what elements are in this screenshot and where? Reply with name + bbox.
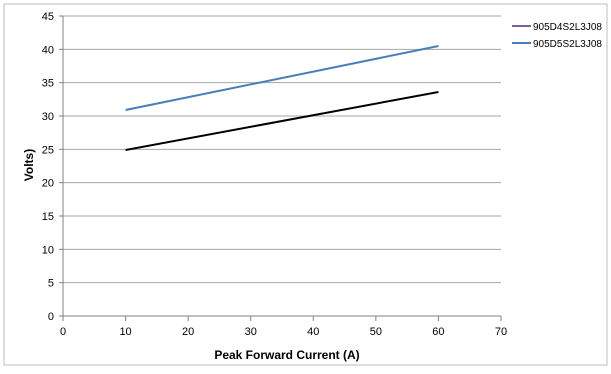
legend: 905D4S2L3J08 905D5S2L3J08 <box>512 22 602 50</box>
y-tick-label: 35 <box>42 78 54 90</box>
y-tick-label: 5 <box>48 278 54 290</box>
chart-border <box>3 3 608 366</box>
series-line-1 <box>125 91 439 151</box>
y-tick-label: 20 <box>42 178 54 190</box>
x-tick-label: 30 <box>245 326 257 338</box>
y-tick-label: 0 <box>48 311 54 323</box>
legend-label-1: 905D4S2L3J08 <box>533 22 602 33</box>
y-tick-label: 10 <box>42 244 54 256</box>
x-tick-label: 50 <box>370 326 382 338</box>
x-tick-label: 70 <box>495 326 507 338</box>
x-tick-label: 10 <box>119 326 131 338</box>
y-tick-label: 25 <box>42 144 54 156</box>
y-tick-label: 40 <box>42 44 54 56</box>
y-tick-label: 15 <box>42 211 54 223</box>
y-tick-label: 45 <box>42 11 54 23</box>
legend-label-2: 905D5S2L3J08 <box>533 39 602 50</box>
axes: 0 5 10 15 20 25 30 35 40 45 0 10 20 30 40 50 60 70 <box>42 11 507 338</box>
x-tick-label: 0 <box>60 326 66 338</box>
gridlines <box>63 15 501 284</box>
x-tick-label: 20 <box>182 326 194 338</box>
x-axis-title: Peak Forward Current (A) <box>214 348 359 362</box>
x-tick-label: 40 <box>307 326 319 338</box>
y-tick-label: 30 <box>42 111 54 123</box>
series-line-2 <box>125 45 439 111</box>
x-tick-label: 60 <box>432 326 444 338</box>
y-axis-title: Volts) <box>22 149 36 181</box>
series-lines <box>125 45 439 151</box>
